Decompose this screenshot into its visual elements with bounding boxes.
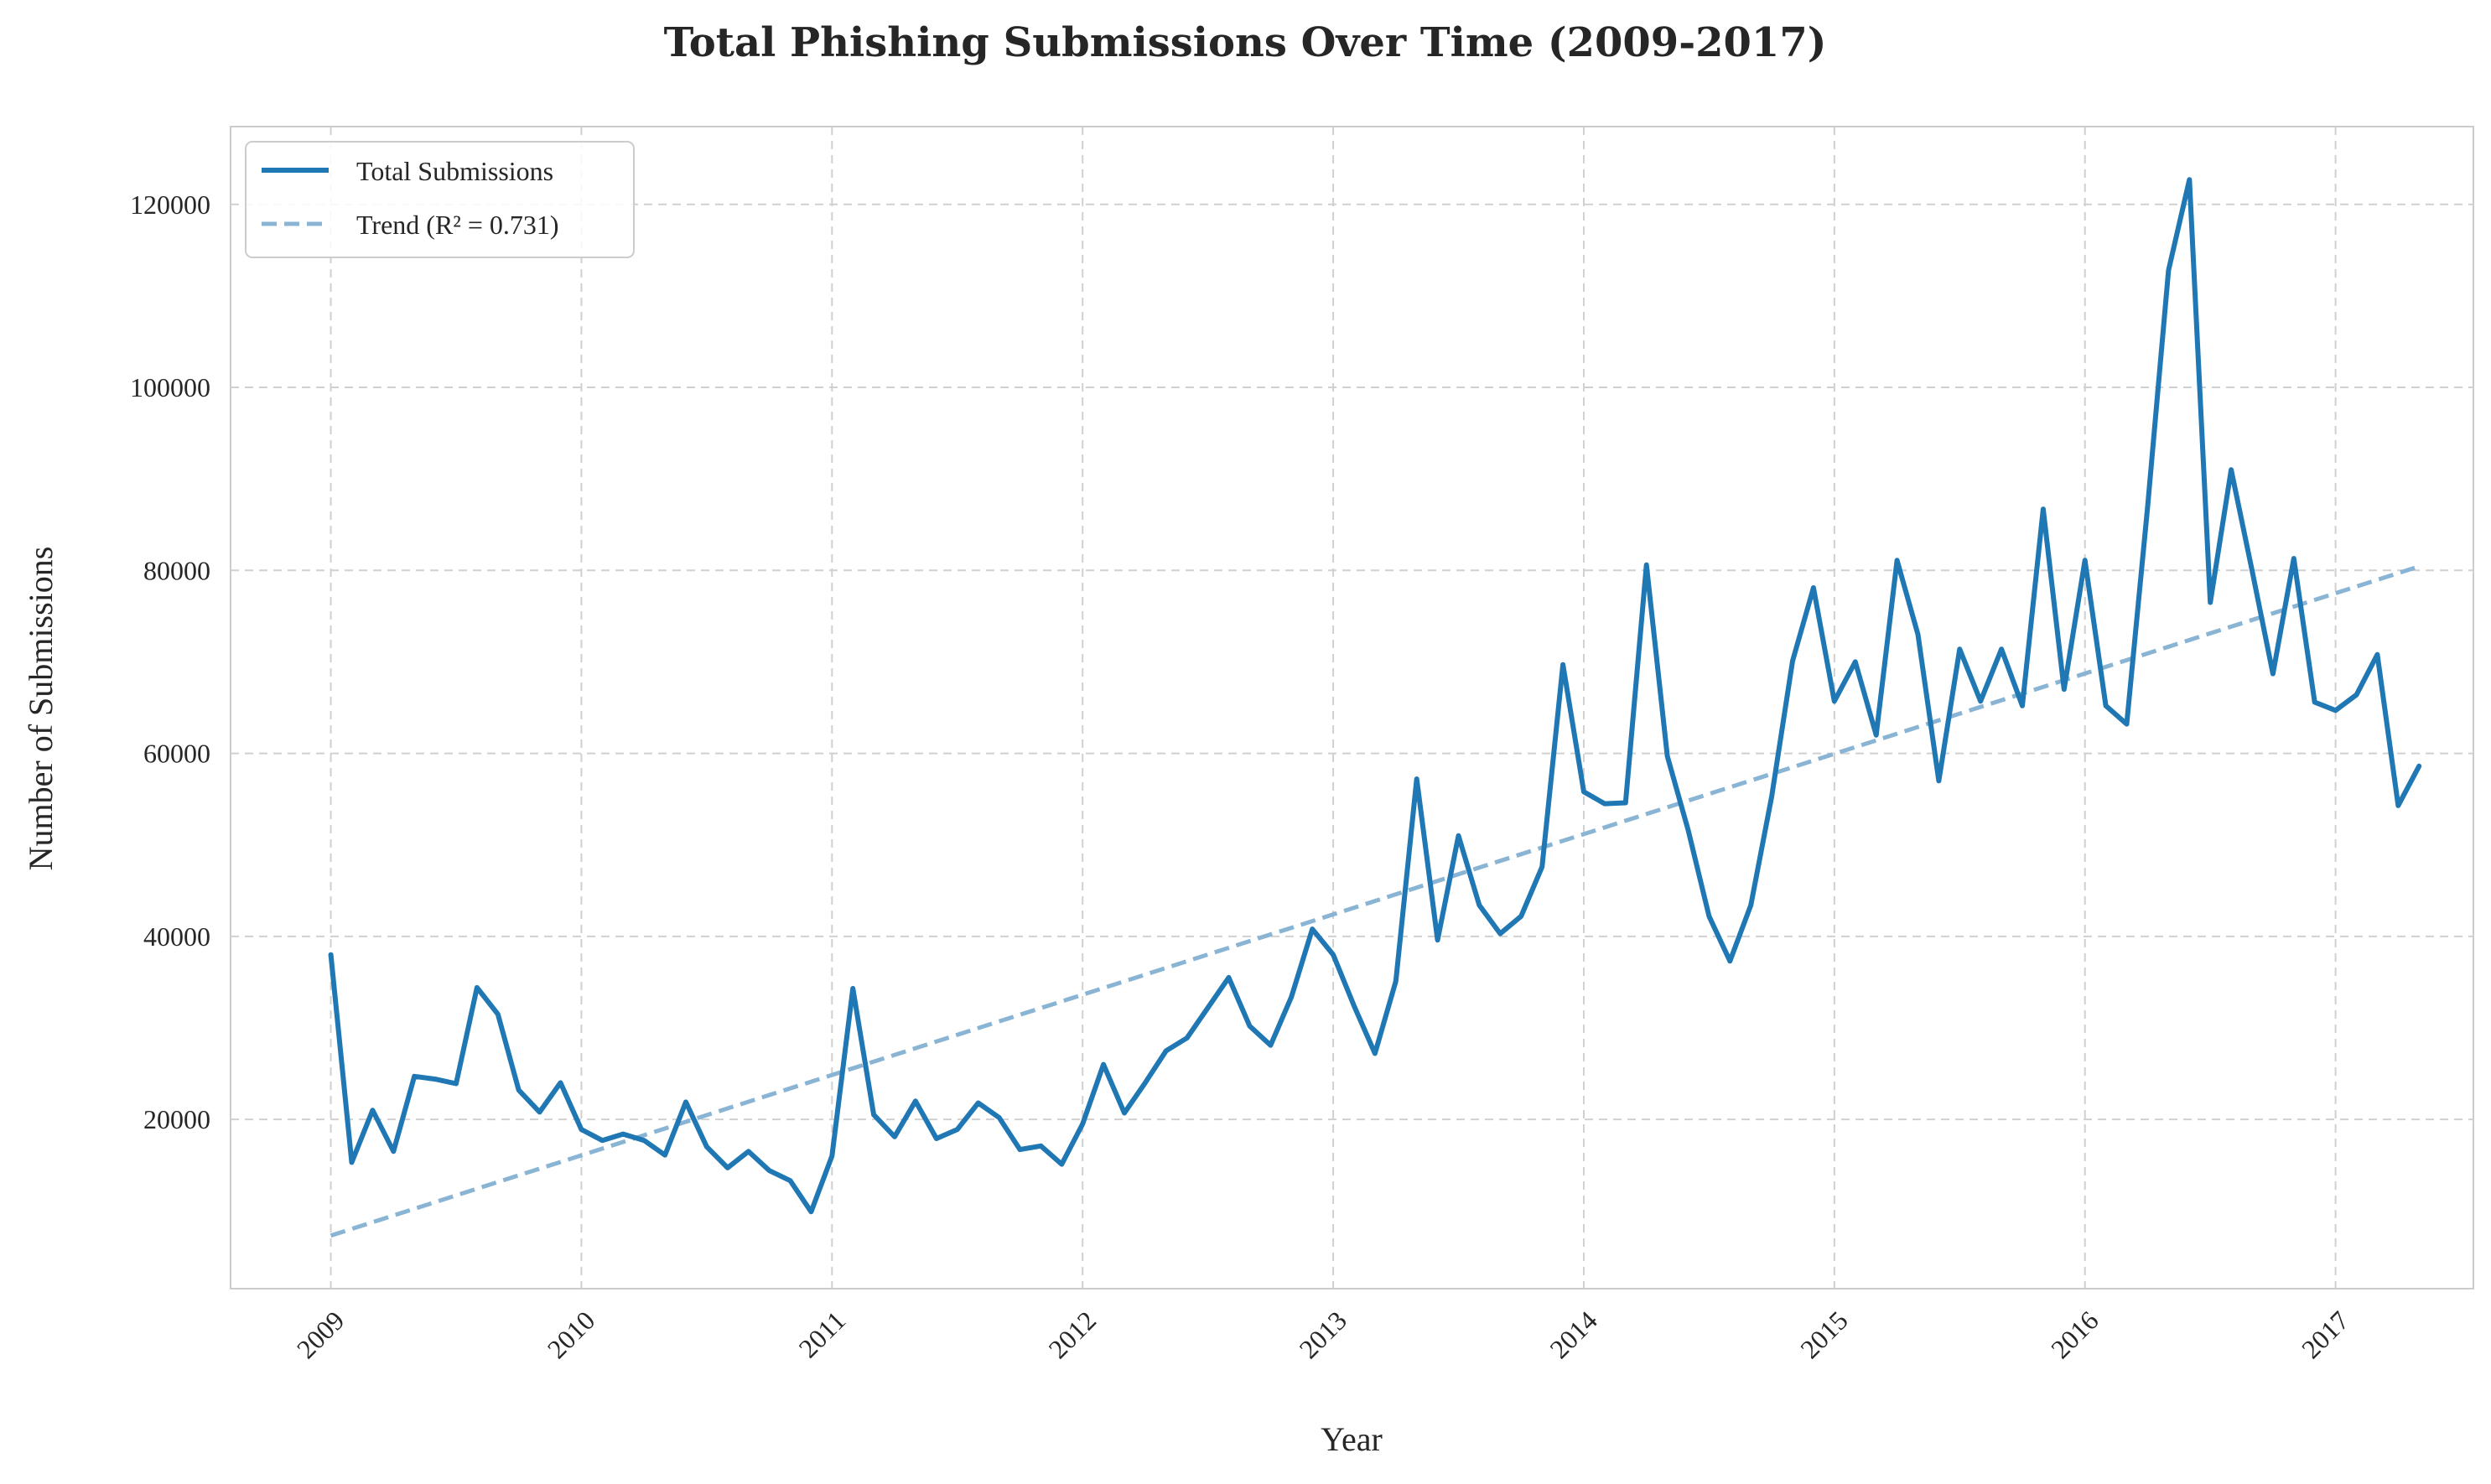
chart-title: Total Phishing Submissions Over Time (20… xyxy=(664,19,1827,66)
legend-box xyxy=(245,141,635,258)
x-tick-label: 2012 xyxy=(1042,1305,1102,1364)
y-axis-label: Number of Submissions xyxy=(22,547,60,871)
x-tick-label: 2011 xyxy=(792,1305,851,1363)
x-tick-label: 2010 xyxy=(542,1305,601,1364)
grid-lines xyxy=(231,127,2473,1289)
x-tick-label: 2015 xyxy=(1794,1305,1854,1364)
y-axis-ticks: 20000 40000 60000 80000 100000 120000 xyxy=(130,189,210,1134)
y-tick-label: 100000 xyxy=(130,372,210,402)
x-tick-label: 2017 xyxy=(2296,1305,2355,1364)
legend-label-trend: Trend (R² = 0.731) xyxy=(356,210,559,240)
plot-area xyxy=(230,126,2474,1289)
x-tick-label: 2014 xyxy=(1544,1305,1603,1364)
x-axis-ticks: 2009 2010 2011 2012 2013 2014 2015 2016 2017 xyxy=(291,1305,2355,1364)
series-layer xyxy=(328,177,2422,1215)
y-tick-label: 60000 xyxy=(143,739,210,769)
series-line-total-submissions xyxy=(328,177,2422,1215)
legend: Total Submissions Trend (R² = 0.731) xyxy=(245,141,635,258)
y-tick-label: 20000 xyxy=(143,1104,210,1134)
x-tick-label: 2016 xyxy=(2045,1305,2104,1364)
legend-label-total-submissions: Total Submissions xyxy=(356,156,553,186)
y-tick-label: 40000 xyxy=(143,921,210,952)
y-tick-label: 120000 xyxy=(130,189,210,220)
x-axis-label: Year xyxy=(1321,1420,1383,1458)
y-tick-label: 80000 xyxy=(143,555,210,585)
x-tick-label: 2013 xyxy=(1293,1305,1352,1364)
x-tick-label: 2009 xyxy=(291,1305,350,1364)
